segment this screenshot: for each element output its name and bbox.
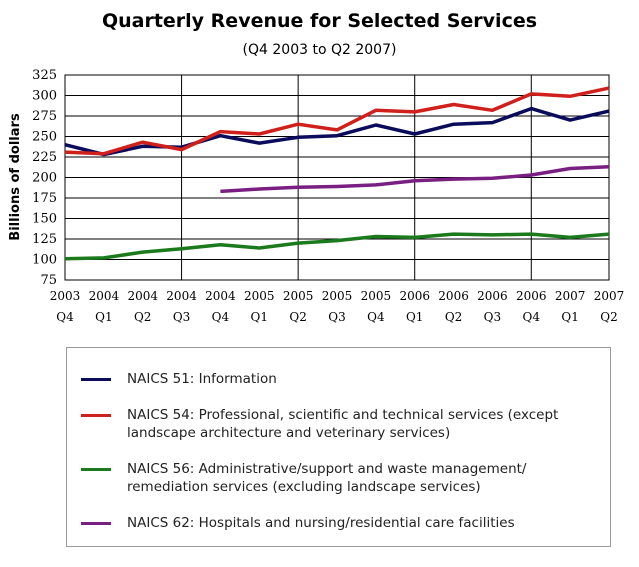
- plot-area-border: [64, 74, 610, 281]
- x-tick-quarter: Q1: [561, 310, 578, 324]
- series-line-3: [220, 165, 610, 194]
- legend-label: NAICS 56: Administrative/support and was…: [127, 460, 526, 496]
- y-tick-label: 300: [32, 89, 57, 104]
- y-tick-label: 100: [32, 253, 57, 268]
- x-tick-quarter: Q2: [600, 310, 617, 324]
- series-line-2: [64, 232, 610, 261]
- legend-swatch: [81, 522, 111, 525]
- axis-layer: 75 100 125 150 175 200 225 250 275 300 325 2003 Q4 20…: [32, 68, 624, 324]
- y-tick-label: 200: [32, 171, 57, 186]
- x-tick-year: 2007: [555, 289, 586, 303]
- x-tick-year: 2005: [322, 289, 353, 303]
- y-tick-label: 175: [32, 191, 57, 206]
- legend-label-line: NAICS 54: Professional, scientific and t…: [127, 407, 559, 423]
- legend-item-naics-54: NAICS 54: Professional, scientific and t…: [81, 406, 602, 442]
- legend-swatch: [81, 468, 111, 471]
- x-tick-quarter: Q2: [134, 310, 151, 324]
- x-tick-quarter: Q1: [251, 310, 268, 324]
- x-tick-quarter: Q2: [289, 310, 306, 324]
- x-tick-year: 2004: [205, 289, 236, 303]
- legend-item-naics-62: NAICS 62: Hospitals and nursing/resident…: [81, 514, 602, 532]
- x-tick-quarter: Q4: [212, 310, 230, 324]
- legend-swatch: [81, 378, 111, 381]
- legend-label: NAICS 51: Information: [127, 370, 277, 388]
- chart-subtitle: (Q4 2003 to Q2 2007): [242, 42, 397, 58]
- legend-item-naics-56: NAICS 56: Administrative/support and was…: [81, 460, 602, 496]
- legend-label: NAICS 54: Professional, scientific and t…: [127, 406, 558, 442]
- series-line-1: [64, 86, 610, 156]
- x-tick-year: 2003: [50, 289, 81, 303]
- legend-label-line: NAICS 56: Administrative/support and was…: [127, 461, 527, 477]
- legend-label-line: remediation services (excluding landscap…: [127, 479, 481, 495]
- y-tick-label: 150: [32, 212, 57, 227]
- x-tick-year: 2005: [361, 289, 392, 303]
- legend: NAICS 51: Information NAICS 54: Professi…: [66, 347, 611, 547]
- series-layer: [64, 86, 610, 261]
- x-tick-year: 2006: [477, 289, 508, 303]
- legend-swatch: [81, 414, 111, 417]
- x-tick-year: 2004: [89, 289, 120, 303]
- x-tick-quarter: Q1: [95, 310, 112, 324]
- x-tick-year: 2007: [594, 289, 625, 303]
- series-line-0: [64, 106, 610, 157]
- x-tick-year: 2006: [399, 289, 430, 303]
- y-tick-label: 125: [32, 232, 57, 247]
- x-tick-quarter: Q3: [173, 310, 190, 324]
- y-tick-label: 275: [32, 109, 57, 124]
- legend-label-line: NAICS 62: Hospitals and nursing/resident…: [127, 515, 515, 531]
- x-tick-year: 2005: [283, 289, 314, 303]
- y-tick-label: 250: [32, 130, 57, 145]
- x-tick-quarter: Q4: [56, 310, 74, 324]
- x-tick-quarter: Q3: [328, 310, 345, 324]
- y-tick-label: 225: [32, 150, 57, 165]
- grid-layer: [64, 74, 609, 281]
- legend-label: NAICS 62: Hospitals and nursing/resident…: [127, 514, 515, 532]
- x-tick-year: 2004: [127, 289, 158, 303]
- chart-title: Quarterly Revenue for Selected Services: [101, 10, 538, 32]
- x-tick-quarter: Q4: [523, 310, 541, 324]
- x-tick-quarter: Q2: [445, 310, 462, 324]
- x-tick-quarter: Q4: [367, 310, 385, 324]
- x-tick-year: 2004: [166, 289, 197, 303]
- x-tick-year: 2005: [244, 289, 275, 303]
- y-tick-label: 325: [32, 68, 57, 83]
- legend-label-line: NAICS 51: Information: [127, 371, 277, 387]
- x-tick-quarter: Q1: [406, 310, 423, 324]
- legend-item-naics-51: NAICS 51: Information: [81, 370, 602, 388]
- legend-label-line: landscape architecture and veterinary se…: [127, 425, 451, 441]
- y-tick-label: 75: [40, 273, 57, 288]
- x-tick-year: 2006: [438, 289, 469, 303]
- x-tick-quarter: Q3: [484, 310, 501, 324]
- x-tick-year: 2006: [516, 289, 547, 303]
- y-axis-label: Billions of dollars: [8, 113, 23, 241]
